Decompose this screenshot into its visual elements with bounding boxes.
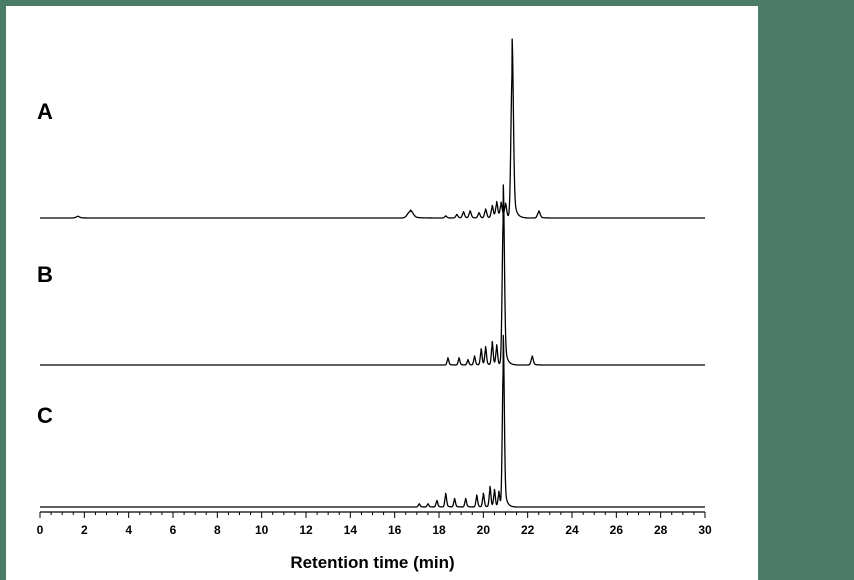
chromatogram-chart: ABC 0 2 4 6 8 10 12 14 16 18 20 22 24 26 28 30 Retentio… bbox=[37, 38, 712, 572]
traces-group: A B C bbox=[37, 38, 706, 508]
x-tick-label: 18 bbox=[432, 523, 446, 537]
trace-a bbox=[39, 38, 706, 219]
x-tick-label: 2 bbox=[81, 523, 88, 537]
panel-label-b: B bbox=[37, 262, 53, 287]
x-tick-label: 14 bbox=[344, 523, 358, 537]
x-tick-label: 24 bbox=[565, 523, 579, 537]
x-axis-title: Retention time (min) bbox=[290, 553, 454, 572]
panel-label-c: C bbox=[37, 403, 53, 428]
x-tick-label: 22 bbox=[521, 523, 535, 537]
x-tick-label: 20 bbox=[477, 523, 491, 537]
trace-c bbox=[39, 334, 706, 508]
trace-b bbox=[39, 184, 706, 366]
x-tick-label: 16 bbox=[388, 523, 402, 537]
x-tick-label: 26 bbox=[610, 523, 624, 537]
x-tick-label: 30 bbox=[698, 523, 712, 537]
x-tick-label: 4 bbox=[125, 523, 132, 537]
x-tick-label: 28 bbox=[654, 523, 668, 537]
x-tick-label: 6 bbox=[170, 523, 177, 537]
x-tick-label: 0 bbox=[37, 523, 44, 537]
x-tick-label: 12 bbox=[299, 523, 313, 537]
panel-label-a: A bbox=[37, 99, 53, 124]
x-axis: 0 2 4 6 8 10 12 14 16 18 20 22 24 26 28 30 bbox=[37, 511, 712, 537]
x-tick-label: 8 bbox=[214, 523, 221, 537]
x-tick-label: 10 bbox=[255, 523, 269, 537]
